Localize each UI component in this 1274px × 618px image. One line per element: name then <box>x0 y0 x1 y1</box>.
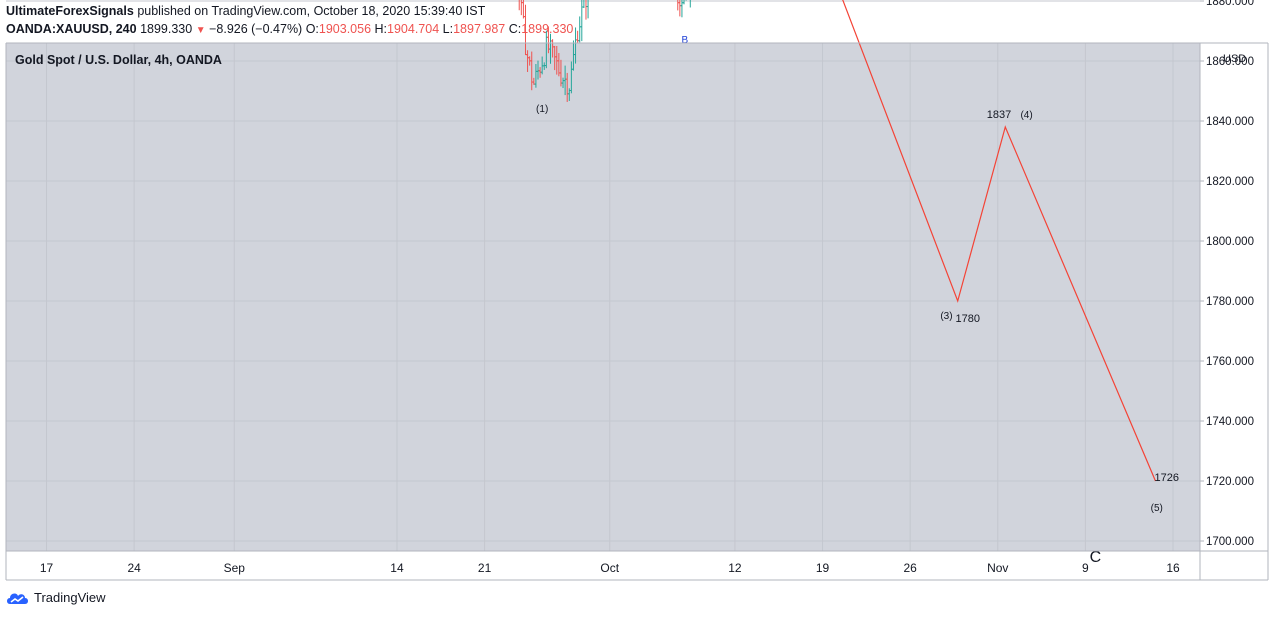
projection-path <box>842 0 1157 482</box>
close-value: 1899.330 <box>521 22 574 36</box>
close-label: C: <box>508 22 522 36</box>
x-tick-label: 17 <box>40 561 54 575</box>
publisher-name[interactable]: UltimateForexSignals <box>6 4 134 18</box>
x-tick-label: Oct <box>600 561 619 575</box>
y-axis-labels: 1700.000 1720.000 1740.000 1760.000 1780.000… <box>1200 0 1254 548</box>
low-label: L: <box>442 22 454 36</box>
price-axis[interactable] <box>1200 43 1268 551</box>
tradingview-cloud-icon <box>7 593 28 604</box>
symbol-info: OANDA:XAUUSD, 240 1899.330 ▼ −8.926 (−0.… <box>6 22 573 36</box>
x-tick-label: 16 <box>1166 561 1180 575</box>
candles <box>516 0 691 102</box>
y-tick-label: 1700.000 <box>1206 536 1254 548</box>
grid <box>6 0 1200 551</box>
label-wave-1: (1) <box>536 104 548 115</box>
low-value: 1897.987 <box>453 22 506 36</box>
symbol: OANDA:XAUUSD, 240 <box>6 22 137 36</box>
x-tick-label: 19 <box>816 561 830 575</box>
label-big-C: C <box>1090 549 1102 566</box>
y-tick-label: 1880.000 <box>1206 0 1254 8</box>
label-small-B: B <box>682 35 689 46</box>
y-tick-label: 1800.000 <box>1206 236 1254 248</box>
open-label: O: <box>305 22 319 36</box>
label-1780: 1780 <box>955 313 979 325</box>
y-tick-label: 1760.000 <box>1206 356 1254 368</box>
x-tick-label: 21 <box>478 561 492 575</box>
x-tick-label: 12 <box>728 561 742 575</box>
footer: TradingView <box>6 590 106 605</box>
price-change: −8.926 (−0.47%) <box>209 22 303 36</box>
label-1726: 1726 <box>1154 472 1178 484</box>
x-tick-label: 24 <box>127 561 141 575</box>
chart-title: Gold Spot / U.S. Dollar, 4h, OANDA <box>15 53 222 67</box>
x-axis-labels: 17 24 Sep 14 21 Oct 12 19 26 Nov 9 16 <box>40 561 1180 575</box>
y-tick-label: 1780.000 <box>1206 296 1254 308</box>
label-wave-4: (4) <box>1020 110 1032 121</box>
annotations: ABCDEB1973(1)ABC(2)(3)17801837(4)1726(5)… <box>536 35 1179 566</box>
projection <box>842 0 1157 482</box>
label-wave-5: (5) <box>1151 503 1163 514</box>
down-arrow-icon: ▼ <box>195 25 206 36</box>
x-tick-label: 26 <box>903 561 917 575</box>
high-value: 1904.704 <box>387 22 440 36</box>
x-tick-label: 14 <box>390 561 404 575</box>
currency-label: USD <box>1223 53 1246 65</box>
published-text: published on TradingView.com, October 18… <box>137 4 486 18</box>
time-axis[interactable] <box>6 551 1200 580</box>
x-tick-label: Sep <box>224 561 246 575</box>
label-1837: 1837 <box>987 109 1011 121</box>
plot-background <box>6 43 1200 551</box>
x-tick-label: 9 <box>1082 561 1089 575</box>
y-tick-label: 1840.000 <box>1206 116 1254 128</box>
y-tick-label: 1720.000 <box>1206 476 1254 488</box>
y-tick-label: 1860.000 <box>1206 56 1254 68</box>
label-wave-3: (3) <box>940 311 952 322</box>
y-tick-label: 1820.000 <box>1206 176 1254 188</box>
last-price: 1899.330 <box>140 22 193 36</box>
tradingview-brand[interactable]: TradingView <box>34 590 106 605</box>
publish-info: UltimateForexSignals published on Tradin… <box>6 4 485 18</box>
x-tick-label: Nov <box>987 561 1008 575</box>
y-tick-label: 1740.000 <box>1206 416 1254 428</box>
high-label: H: <box>374 22 388 36</box>
open-value: 1903.056 <box>318 22 372 36</box>
